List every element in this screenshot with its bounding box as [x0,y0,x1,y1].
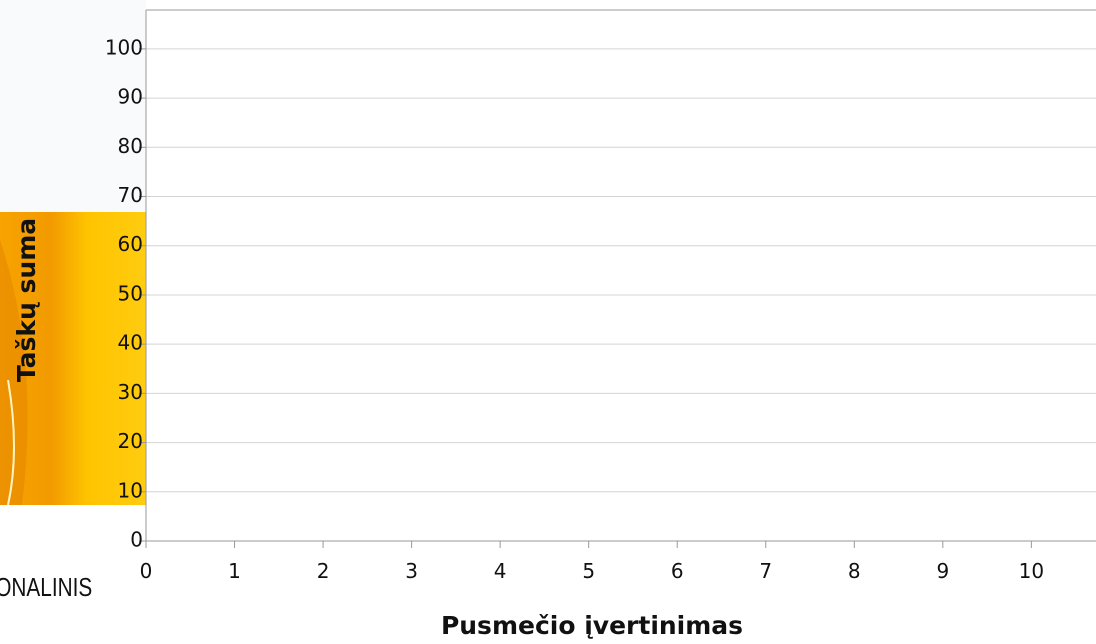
x-tick-label: 6 [671,559,684,583]
x-tick-label: 4 [494,559,507,583]
y-tick-label: 100 [105,35,143,59]
background-banner [0,0,146,506]
x-tick-label: 0 [140,559,153,583]
y-tick-label: 50 [118,281,143,305]
y-tick-label: 40 [118,331,143,355]
y-tick-label: 0 [130,528,143,552]
y-axis-title: Taškų suma [12,218,41,382]
y-tick-label: 90 [118,85,143,109]
y-tick-label: 20 [118,429,143,453]
x-tick-label: 1 [228,559,241,583]
y-tick-label: 80 [118,134,143,158]
x-tick-label: 7 [759,559,772,583]
x-tick-label: 5 [582,559,595,583]
x-tick-label: 3 [405,559,418,583]
x-tick-label: 8 [848,559,861,583]
plot-area [146,10,1096,541]
y-tick-label: 70 [118,183,143,207]
y-tick-label: 10 [118,478,143,502]
x-axis-title: Pusmečio įvertinimas [441,611,743,640]
y-tick-label: 30 [118,380,143,404]
logo-text: ONALINIS [0,573,92,602]
x-tick-label: 2 [317,559,330,583]
x-tick-label: 10 [1019,559,1044,583]
x-tick-label: 9 [936,559,949,583]
y-tick-label: 60 [118,232,143,256]
